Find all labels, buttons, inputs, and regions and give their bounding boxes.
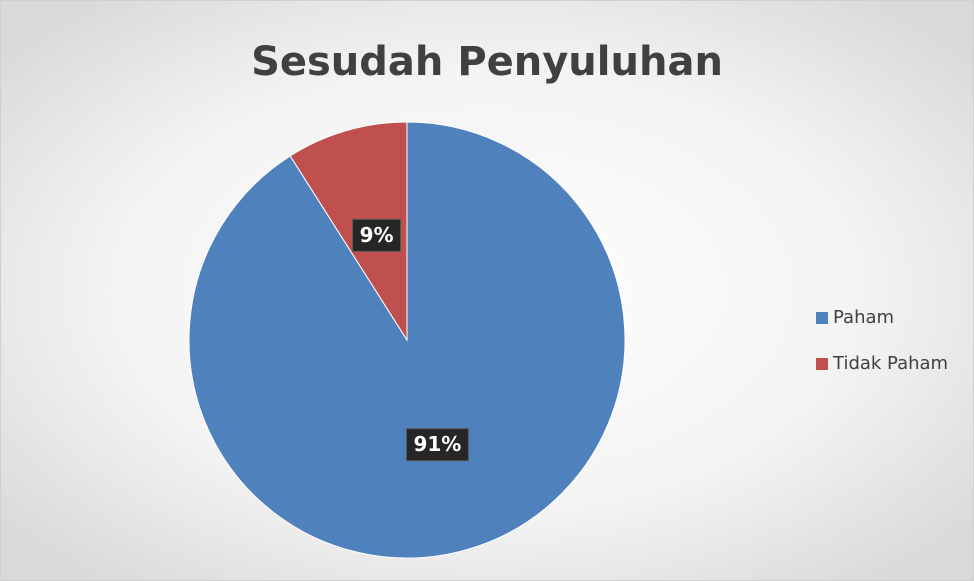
- pie-slice: [289, 121, 408, 342]
- data-label-box: [405, 428, 469, 462]
- legend-label: Tidak Paham: [832, 353, 948, 374]
- legend-swatch: [816, 312, 828, 324]
- legend-label: Paham: [833, 307, 894, 328]
- legend-swatch: [816, 358, 828, 370]
- data-label-box: [352, 218, 402, 252]
- data-label: 91%: [405, 428, 469, 462]
- data-label-text: 9%: [360, 223, 394, 247]
- chart-title: Sesudah Penyuluhan: [251, 39, 723, 85]
- data-label-text: 91%: [413, 432, 461, 456]
- data-label: 9%: [352, 218, 402, 252]
